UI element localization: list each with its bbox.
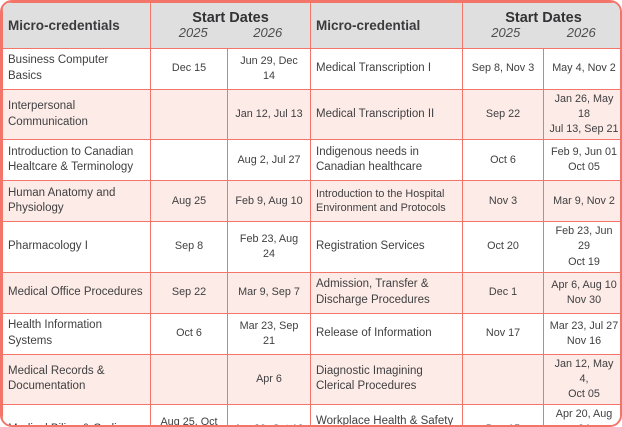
table-row: Introduction to Canadian Healtcare & Ter… [2, 139, 620, 182]
start-dates-2026: Mar 9, Sep 7 [227, 271, 311, 314]
start-dates-2025: Dec 15 [462, 403, 544, 425]
course-name: Human Anatomy and Physiology [2, 180, 151, 223]
start-dates-2026: Jan 26, May 18 Jul 13, Sep 21 [543, 88, 620, 141]
start-dates-2026: Apr 6, Aug 10 Nov 30 [543, 271, 620, 314]
right-start-dates-header: Start Dates 2025 2026 [462, 2, 620, 49]
start-dates-2025: Sep 8 [150, 221, 228, 273]
left-table-title: Micro-credentials [2, 2, 151, 49]
start-dates-2025: Oct 6 [462, 139, 544, 182]
start-dates-2026: Mar 23, Sep 21 [227, 312, 311, 355]
course-name: Medical Biling & Coding [2, 403, 151, 425]
course-name: Introduction to the Hospital Environment… [310, 180, 463, 223]
start-dates-2026: Feb 9, Jun 01 Oct 05 [543, 139, 620, 182]
course-name: Registration Services [310, 221, 463, 273]
course-name: Admission, Transfer & Discharge Procedur… [310, 271, 463, 314]
start-dates-2025: Sep 8, Nov 3 [462, 48, 544, 90]
left-year-labels: 2025 2026 [156, 25, 305, 41]
start-dates-2026: Mar 9, Nov 2 [543, 180, 620, 223]
start-dates-2026: Mar 23, Jul 27 Nov 16 [543, 312, 620, 355]
start-dates-2026: Feb 23, Jun 29 Oct 19 [543, 221, 620, 273]
course-name: Medical Office Procedures [2, 271, 151, 314]
start-dates-2025 [150, 88, 228, 141]
start-dates-2025: Aug 25 [150, 180, 228, 223]
course-name: Medical Transcription II [310, 88, 463, 141]
header-row: Micro-credentials Start Dates 2025 2026 … [2, 2, 620, 49]
start-dates-2025: Nov 17 [462, 312, 544, 355]
start-dates-2025 [462, 353, 544, 405]
course-name: Interpersonal Communication [2, 88, 151, 141]
left-year-2026-label: 2026 [253, 25, 283, 41]
start-dates-2025: Dec 1 [462, 271, 544, 314]
left-start-dates-label: Start Dates [192, 9, 269, 26]
table-row: Medical Records & Documentation Apr 6 Di… [2, 353, 620, 405]
left-year-2025-label: 2025 [178, 25, 208, 41]
course-name: Business Computer Basics [2, 48, 151, 90]
start-dates-2026: Apr 20, Aug 24 Dec 14 [543, 403, 620, 425]
start-dates-2026: May 4, Nov 2 [543, 48, 620, 90]
course-name: Medical Transcription I [310, 48, 463, 90]
course-name: Indigenous needs in Canadian healthcare [310, 139, 463, 182]
course-name: Diagnostic Imagining Clerical Procedures [310, 353, 463, 405]
start-dates-2026: Apr 6 [227, 353, 311, 405]
course-name: Medical Records & Documentation [2, 353, 151, 405]
start-dates-2026: Jan 12, Jul 13 [227, 88, 311, 141]
course-name: Release of Information [310, 312, 463, 355]
start-dates-2025: Oct 20 [462, 221, 544, 273]
table-row: Health Information Systems Oct 6 Mar 23,… [2, 312, 620, 355]
table-row: Medical Biling & Coding Aug 25, Oct 20 A… [2, 403, 620, 425]
start-dates-2025: Sep 22 [462, 88, 544, 141]
start-dates-2025: Aug 25, Oct 20 [150, 403, 228, 425]
start-dates-2025: Oct 6 [150, 312, 228, 355]
right-year-2026-label: 2026 [566, 25, 596, 41]
start-dates-2025 [150, 353, 228, 405]
start-dates-2026: Feb 9, Aug 10 [227, 180, 311, 223]
table-row: Pharmacology I Sep 8 Feb 23, Aug 24 Regi… [2, 221, 620, 273]
left-start-dates-header: Start Dates 2025 2026 [150, 2, 311, 49]
table-row: Human Anatomy and Physiology Aug 25 Feb … [2, 180, 620, 223]
right-year-2025-label: 2025 [491, 25, 521, 41]
start-dates-2025: Sep 22 [150, 271, 228, 314]
start-dates-2025: Dec 15 [150, 48, 228, 90]
right-start-dates-label: Start Dates [505, 9, 582, 26]
start-dates-2026: Jan 12, May 4, Oct 05 [543, 353, 620, 405]
table-row: Interpersonal Communication Jan 12, Jul … [2, 88, 620, 141]
course-name: Workplace Health & Safety for Hospitals [310, 403, 463, 425]
start-dates-2025 [150, 139, 228, 182]
start-dates-2025: Nov 3 [462, 180, 544, 223]
table-row: Medical Office Procedures Sep 22 Mar 9, … [2, 271, 620, 314]
right-year-labels: 2025 2026 [468, 25, 619, 41]
course-name: Pharmacology I [2, 221, 151, 273]
course-name: Introduction to Canadian Healtcare & Ter… [2, 139, 151, 182]
right-table-title: Micro-credential [310, 2, 463, 49]
start-dates-2026: Aug 2, Jul 27 [227, 139, 311, 182]
course-name: Health Information Systems [2, 312, 151, 355]
start-dates-2026: Feb 23, Aug 24 [227, 221, 311, 273]
table-row: Business Computer Basics Dec 15 Jun 29, … [2, 48, 620, 90]
start-dates-2026: Jun 29, Dec 14 [227, 48, 311, 90]
start-dates-2026: Apr 20, Oct 19 [227, 403, 311, 425]
